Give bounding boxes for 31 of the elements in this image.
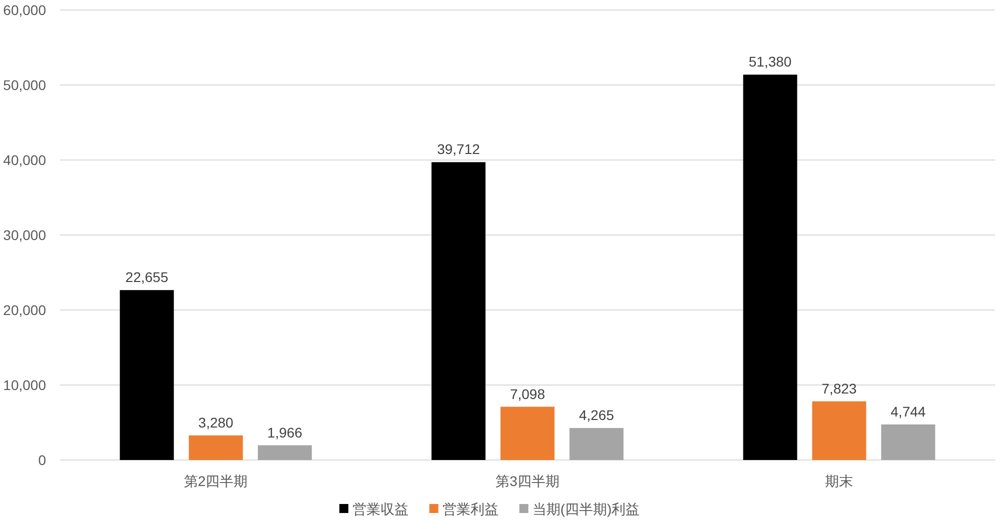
data-label: 1,966 <box>267 424 303 440</box>
data-label: 22,655 <box>125 269 168 286</box>
bar <box>812 401 866 460</box>
bar <box>743 74 798 460</box>
x-tick-label: 第2四半期 <box>184 473 248 489</box>
data-label: 39,712 <box>437 141 480 158</box>
data-label: 51,380 <box>748 54 792 70</box>
y-tick-label: 0 <box>38 452 46 468</box>
bar <box>881 424 936 460</box>
bar <box>188 435 243 460</box>
bar <box>570 428 624 460</box>
legend-label: 営業収益 <box>352 501 408 517</box>
y-tick-label: 50,000 <box>3 77 46 93</box>
bar <box>258 445 312 460</box>
y-tick-label: 10,000 <box>3 377 46 393</box>
bar <box>432 162 486 460</box>
y-tick-label: 30,000 <box>3 227 46 243</box>
y-tick-label: 40,000 <box>3 152 46 168</box>
y-tick-label: 20,000 <box>3 302 46 318</box>
data-label: 3,280 <box>198 414 234 430</box>
data-label: 7,098 <box>510 386 546 402</box>
data-label: 4,265 <box>578 407 614 424</box>
y-tick-label: 60,000 <box>3 2 46 18</box>
data-label: 4,744 <box>890 403 926 420</box>
x-tick-label: 期末 <box>825 473 854 489</box>
bar <box>500 406 554 460</box>
x-tick-label: 第3四半期 <box>496 473 560 489</box>
legend-label: 営業利益 <box>442 501 498 517</box>
bar <box>120 290 174 460</box>
data-label: 7,823 <box>822 380 857 396</box>
legend-label: 当期(四半期)利益 <box>532 501 640 517</box>
